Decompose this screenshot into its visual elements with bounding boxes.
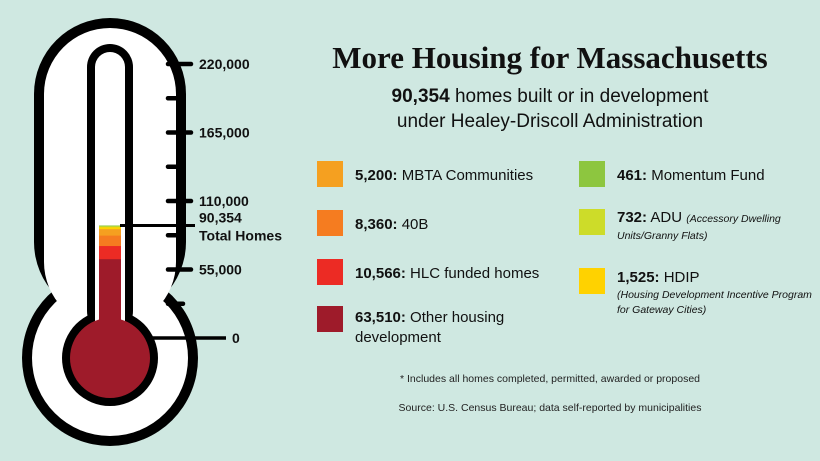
source-note: Source: U.S. Census Bureau; data self-re… xyxy=(398,402,702,414)
legend-note: (Accessory Dwelling Units/Granny Flats) xyxy=(617,213,781,242)
legend-swatch xyxy=(317,161,343,187)
legend-item-mbta: 5,200: MBTA Communities xyxy=(317,161,533,187)
segment-momentum-fund xyxy=(99,225,121,227)
legend-label: MBTA Communities xyxy=(401,167,534,184)
legend-swatch xyxy=(579,209,605,235)
legend-value: 1,525: xyxy=(617,269,660,286)
legend-swatch xyxy=(317,306,343,332)
legend-swatch xyxy=(317,259,343,285)
total-value-label: 90,354 xyxy=(199,209,242,225)
segment-mbta-communities xyxy=(99,228,121,236)
legend-value: 63,510: xyxy=(355,309,406,326)
legend-label: Other housing development xyxy=(355,309,505,346)
legend-item-hlc: 10,566: HLC funded homes xyxy=(317,259,539,285)
subtitle-line2: under Healey-Driscoll Administration xyxy=(396,111,704,132)
legend-item-adu: 732: ADU (Accessory Dwelling Units/Grann… xyxy=(579,209,807,244)
legend-label: ADU xyxy=(650,209,683,226)
axis-ticks: 220,000 165,000 110,000 55,000 0 xyxy=(150,56,250,346)
legend-value: 10,566: xyxy=(355,265,406,282)
mercury-bulb xyxy=(70,318,150,398)
segment-adu xyxy=(99,226,121,228)
subtitle-total: 90,354 xyxy=(391,86,450,107)
segment-40b xyxy=(99,235,121,247)
legend-value: 732: xyxy=(617,209,648,226)
tick-label: 110,000 xyxy=(199,193,249,209)
page-title: More Housing for Massachusetts xyxy=(332,40,768,75)
legend-value: 5,200: xyxy=(355,167,398,184)
legend-item-other: 63,510: Other housing development xyxy=(317,306,555,348)
legend-note: (Housing Development Incentive Program f… xyxy=(617,289,812,316)
total-homes-label: Total Homes xyxy=(199,227,282,243)
tick-label: 165,000 xyxy=(199,125,250,141)
legend-item-momentum: 461: Momentum Fund xyxy=(579,161,765,187)
tick-label: 55,000 xyxy=(199,262,242,278)
legend-swatch xyxy=(579,268,605,294)
tick-label: 220,000 xyxy=(199,56,250,72)
subtitle: 90,354 homes built or in development und… xyxy=(300,84,800,134)
legend-item-40b: 8,360: 40B xyxy=(317,210,428,236)
legend-label: HDIP xyxy=(663,269,700,286)
legend-value: 8,360: xyxy=(355,216,398,233)
subtitle-line1: homes built or in development xyxy=(454,86,709,107)
segment-other-housing-development xyxy=(99,258,121,350)
segment-hdip xyxy=(99,226,121,230)
legend-value: 461: xyxy=(617,167,648,184)
stacked-segments xyxy=(99,225,121,350)
tick-label: 0 xyxy=(232,330,240,346)
footnote: * Includes all homes completed, permitte… xyxy=(400,373,700,385)
legend-label: 40B xyxy=(401,216,429,233)
legend-swatch xyxy=(579,161,605,187)
legend-swatch xyxy=(317,210,343,236)
thermometer-chart: 220,000 165,000 110,000 55,000 0 90,354 Tota… xyxy=(22,18,282,446)
segment-hlc-funded-homes xyxy=(99,245,121,260)
legend-item-hdip: 1,525: HDIP (Housing Development Incentiv… xyxy=(579,268,812,318)
legend-label: Momentum Fund xyxy=(651,167,765,184)
legend-label: HLC funded homes xyxy=(410,265,540,282)
